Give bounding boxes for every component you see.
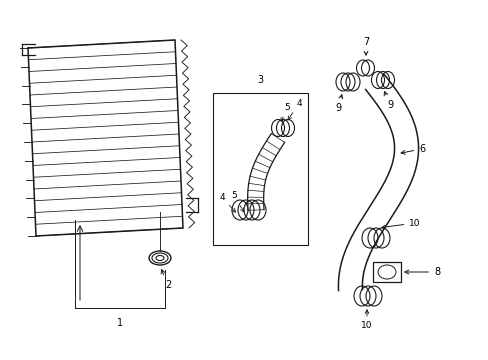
Text: 9: 9 — [334, 95, 342, 113]
Text: 1: 1 — [117, 318, 123, 328]
Text: 7: 7 — [362, 37, 368, 55]
Text: 4: 4 — [287, 99, 301, 120]
Bar — [213, 93, 307, 245]
Text: 5: 5 — [231, 192, 244, 212]
Text: 8: 8 — [404, 267, 439, 277]
Text: 5: 5 — [281, 103, 289, 122]
Text: 4: 4 — [219, 193, 235, 212]
Text: 2: 2 — [161, 270, 171, 290]
Text: 3: 3 — [257, 75, 263, 85]
Text: 10: 10 — [381, 219, 420, 229]
Text: 6: 6 — [400, 144, 425, 154]
Text: 10: 10 — [361, 310, 372, 330]
Bar — [372, 262, 400, 282]
Text: 9: 9 — [384, 91, 392, 110]
